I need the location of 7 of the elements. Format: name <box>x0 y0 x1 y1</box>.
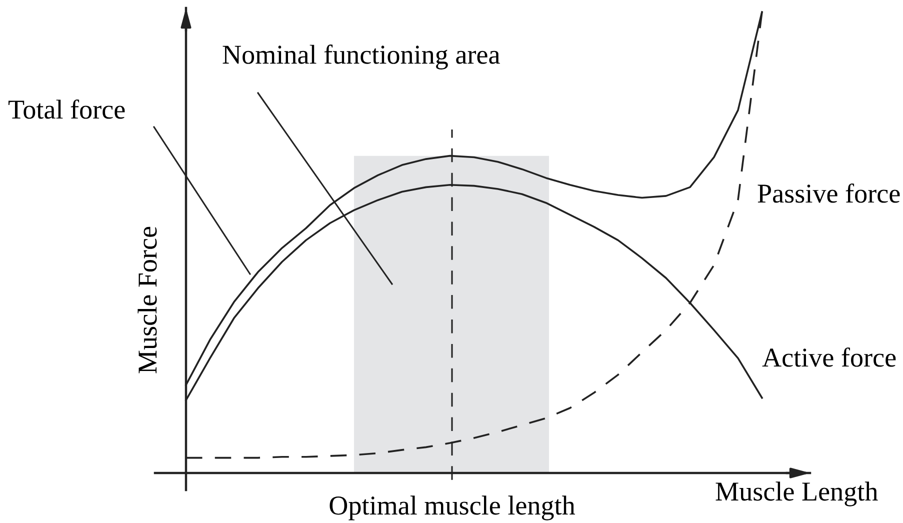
annotation: Nominal functioning area <box>222 44 500 70</box>
series-label: Passive force <box>758 183 900 203</box>
text: Total force <box>8 99 125 119</box>
x-axis-title: Muscle Length <box>716 482 878 506</box>
text: Optimal muscle length <box>330 496 575 520</box>
y-axis-title: Muscle Force <box>138 226 157 374</box>
series-label: Active force <box>762 347 896 367</box>
